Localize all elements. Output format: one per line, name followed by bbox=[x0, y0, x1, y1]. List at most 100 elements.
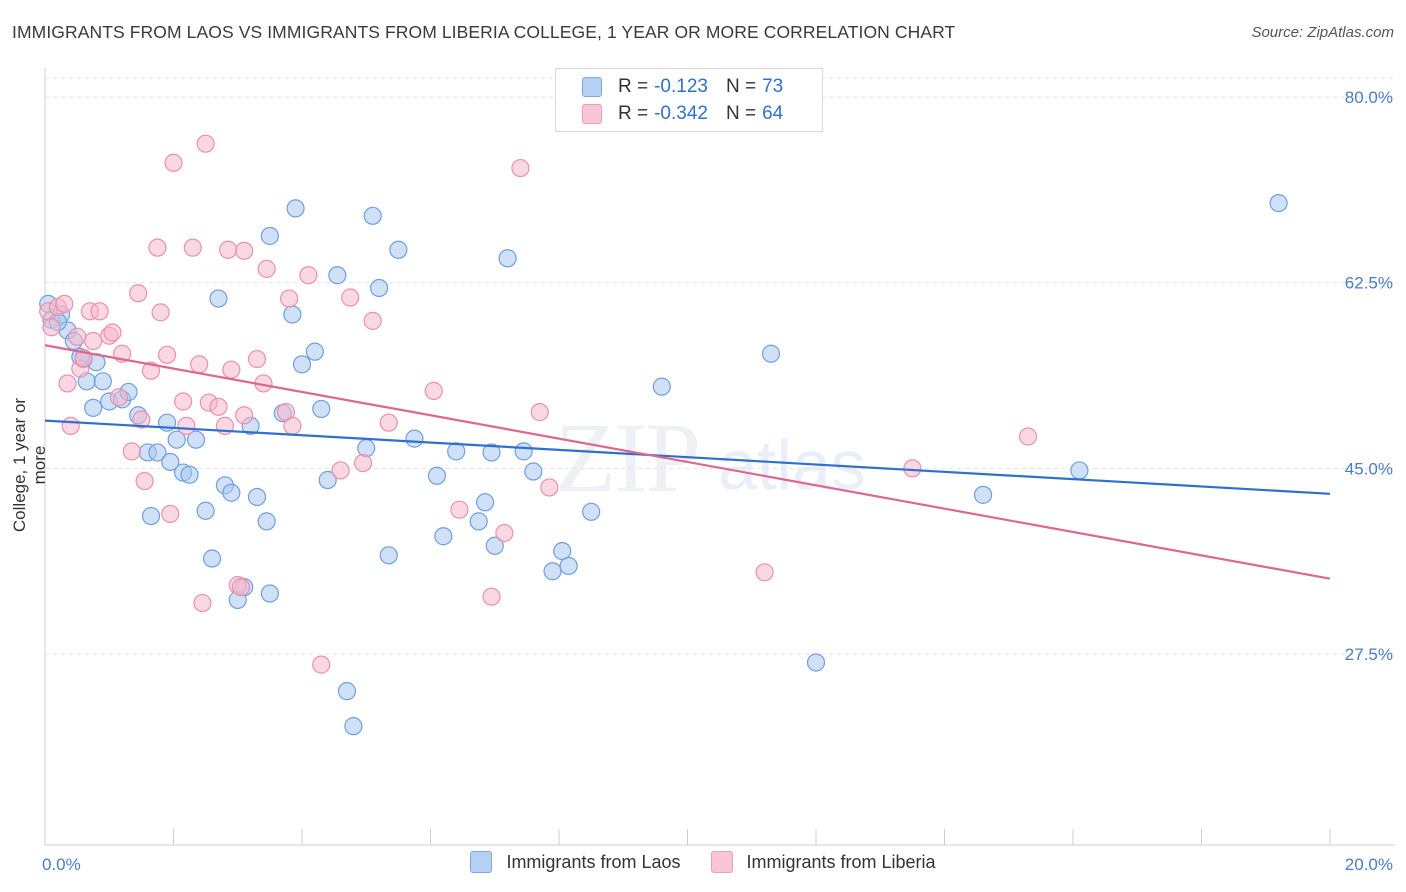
point-liberia bbox=[222, 360, 241, 379]
source-credit: Source: ZipAtlas.com bbox=[1251, 24, 1394, 41]
point-liberia bbox=[174, 392, 193, 411]
point-liberia bbox=[299, 266, 318, 285]
point-liberia bbox=[122, 442, 141, 461]
point-laos bbox=[141, 506, 161, 526]
point-laos bbox=[222, 483, 241, 502]
point-liberia bbox=[280, 289, 299, 308]
point-laos bbox=[524, 462, 543, 481]
point-liberia bbox=[540, 478, 559, 497]
point-laos bbox=[973, 485, 993, 504]
trend-line-liberia bbox=[44, 344, 1331, 580]
point-laos bbox=[447, 442, 466, 461]
legend-n-value-laos: 73 bbox=[762, 76, 784, 97]
point-laos bbox=[186, 430, 206, 449]
legend-label-laos: Immigrants from Laos bbox=[506, 851, 681, 872]
legend-swatch-laos bbox=[582, 77, 602, 97]
point-laos bbox=[543, 562, 562, 581]
point-laos bbox=[260, 226, 279, 246]
point-liberia bbox=[209, 397, 228, 416]
point-liberia bbox=[58, 374, 77, 393]
x-tick-label: 0.0% bbox=[42, 855, 81, 874]
y-tick-label: 80.0% bbox=[1345, 88, 1393, 107]
point-laos bbox=[434, 527, 453, 546]
point-liberia bbox=[495, 523, 514, 543]
gridlines bbox=[45, 77, 1395, 655]
point-laos bbox=[260, 584, 279, 603]
point-laos bbox=[305, 342, 324, 361]
point-laos bbox=[469, 512, 488, 531]
point-liberia bbox=[257, 259, 276, 278]
point-liberia bbox=[109, 388, 128, 407]
point-liberia bbox=[530, 403, 549, 422]
point-liberia bbox=[247, 349, 267, 369]
series-liberia-points bbox=[39, 134, 1038, 674]
point-laos bbox=[357, 439, 376, 458]
point-liberia bbox=[219, 240, 238, 259]
point-laos bbox=[652, 377, 671, 396]
point-laos bbox=[405, 429, 424, 448]
legend-swatch-liberia bbox=[582, 104, 602, 124]
point-liberia bbox=[511, 158, 530, 178]
point-laos bbox=[514, 442, 533, 461]
point-liberia bbox=[177, 416, 196, 435]
point-laos bbox=[93, 372, 112, 391]
legend-item-laos[interactable]: Immigrants from Laos bbox=[470, 851, 681, 873]
point-liberia bbox=[341, 288, 360, 307]
legend-row-laos: R = -0.123 N = 73 bbox=[582, 73, 789, 101]
legend-r-value-liberia: -0.342 bbox=[654, 103, 708, 124]
point-laos bbox=[318, 470, 337, 490]
trend-lines bbox=[44, 344, 1331, 580]
point-laos bbox=[370, 278, 389, 298]
point-laos bbox=[761, 344, 781, 363]
point-liberia bbox=[353, 453, 373, 473]
point-laos bbox=[559, 556, 578, 576]
point-liberia bbox=[1018, 427, 1038, 446]
legend-r-value-laos: -0.123 bbox=[654, 76, 708, 97]
point-laos bbox=[363, 206, 382, 225]
tick-labels: 80.0% 62.5% 45.0% 27.5% 0.0% 20.0% bbox=[42, 88, 1393, 874]
point-liberia bbox=[141, 361, 161, 380]
point-liberia bbox=[164, 153, 183, 172]
point-liberia bbox=[331, 461, 350, 480]
point-liberia bbox=[231, 578, 251, 597]
point-liberia bbox=[42, 318, 61, 337]
point-liberia bbox=[151, 303, 170, 322]
point-liberia bbox=[283, 416, 302, 435]
trend-line-laos bbox=[44, 419, 1331, 495]
point-laos bbox=[167, 430, 186, 449]
point-laos bbox=[283, 305, 302, 324]
point-laos bbox=[196, 501, 215, 520]
point-liberia bbox=[196, 134, 215, 153]
axes bbox=[44, 68, 1395, 846]
legend-n-value-liberia: 64 bbox=[762, 103, 784, 124]
point-laos bbox=[379, 546, 398, 565]
point-laos bbox=[312, 399, 331, 419]
point-liberia bbox=[68, 327, 87, 346]
point-liberia bbox=[90, 302, 109, 321]
legend-swatch-laos-bottom bbox=[470, 851, 493, 873]
point-liberia bbox=[903, 459, 922, 478]
point-laos bbox=[389, 240, 408, 259]
point-liberia bbox=[190, 355, 209, 374]
chart-title: IMMIGRANTS FROM LAOS VS IMMIGRANTS FROM … bbox=[12, 22, 956, 42]
point-liberia bbox=[148, 238, 167, 257]
legend-r-label-laos: R = bbox=[618, 76, 649, 97]
correlation-legend: R = -0.123 N = 73 R = -0.342 N = 64 bbox=[555, 68, 823, 132]
point-laos bbox=[209, 289, 228, 308]
point-liberia bbox=[132, 410, 151, 429]
point-laos bbox=[482, 443, 501, 462]
point-liberia bbox=[55, 294, 74, 313]
legend-n-label-liberia: N = bbox=[725, 103, 757, 124]
legend-swatch-liberia-bottom bbox=[710, 851, 733, 873]
point-laos bbox=[161, 452, 180, 472]
legend-row-liberia: R = -0.342 N = 64 bbox=[582, 100, 789, 128]
y-axis-label: College, 1 year or more bbox=[10, 397, 49, 533]
point-liberia bbox=[482, 587, 501, 606]
point-liberia bbox=[755, 563, 774, 582]
point-liberia bbox=[450, 500, 469, 519]
legend-item-liberia[interactable]: Immigrants from Liberia bbox=[710, 851, 936, 873]
point-laos bbox=[498, 249, 517, 268]
point-liberia bbox=[193, 593, 212, 613]
point-laos bbox=[292, 355, 312, 374]
